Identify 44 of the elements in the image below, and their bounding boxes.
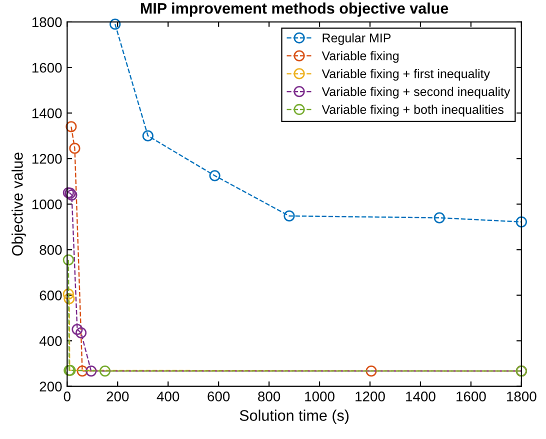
y-tick-label: 1400	[32, 108, 62, 118]
x-tick-label: 0	[64, 392, 70, 402]
point	[516, 216, 527, 228]
point	[366, 366, 377, 377]
x-tick-label: 200	[106, 392, 129, 402]
point	[69, 142, 80, 154]
y-tick-label: 1800	[32, 17, 62, 28]
x-tick-label: 1600	[456, 392, 486, 402]
legend-label: Variable fixing	[322, 51, 399, 63]
point	[110, 18, 121, 30]
x-tick-label: 400	[156, 392, 180, 402]
x-tick-label: 1800	[507, 392, 536, 402]
x-tick-label: 800	[258, 392, 280, 402]
y-tick-label: 1000	[32, 199, 62, 210]
point	[75, 327, 87, 338]
legend-label: Variable fixing + both inequalities	[322, 104, 504, 116]
x-tick-label: 1000	[305, 392, 334, 402]
legend-label: Variable fixing + second inequality	[322, 86, 510, 99]
x-axis-title: Solution time (s)	[240, 410, 349, 424]
y-tick-label: 400	[39, 336, 62, 346]
point	[62, 288, 74, 300]
point	[64, 293, 75, 304]
y-tick-label: 600	[40, 290, 62, 300]
point	[284, 210, 295, 222]
y-tick-label: 800	[40, 245, 62, 255]
point	[62, 254, 74, 266]
legend-label: Variable fixing + first inequality	[322, 69, 490, 81]
point	[76, 366, 88, 377]
y-tick-label: 1200	[32, 154, 62, 164]
chart-title: MIP improvement methods objective value	[140, 2, 448, 17]
point	[72, 324, 83, 335]
y-tick-label: 200	[40, 382, 62, 392]
point	[66, 121, 77, 132]
y-axis-title: Objective value	[12, 152, 26, 256]
point	[86, 366, 97, 377]
y-tick-label: 1600	[32, 62, 62, 73]
x-tick-label: 600	[208, 392, 230, 402]
point	[142, 130, 154, 142]
point	[99, 366, 111, 377]
legend-label: Regular MIP	[322, 33, 391, 45]
x-tick-label: 1400	[406, 392, 436, 402]
point	[434, 212, 445, 224]
x-tick-label: 1200	[356, 392, 385, 402]
point	[209, 170, 220, 182]
